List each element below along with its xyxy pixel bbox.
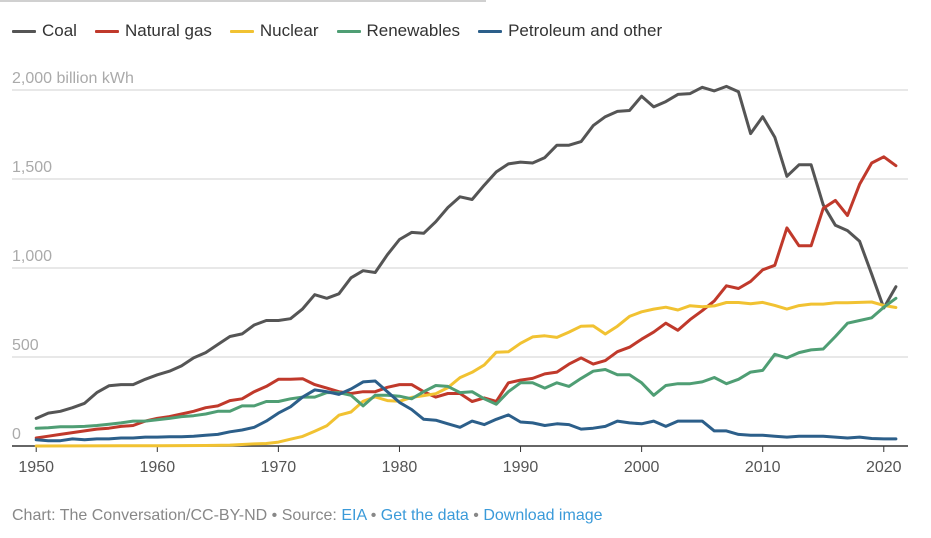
x-tick-label: 1950: [18, 459, 54, 476]
x-tick-label: 2000: [624, 459, 660, 476]
legend-label-nuclear: Nuclear: [259, 21, 319, 40]
y-tick-label: 2,000 billion kWh: [12, 70, 134, 87]
x-tick-label: 1960: [140, 459, 176, 476]
get-data-link[interactable]: Get the data: [380, 507, 469, 524]
legend-item-petroleum: Petroleum and other: [478, 21, 662, 41]
legend-swatch-petroleum: [478, 29, 503, 33]
series-layer: [34, 84, 898, 448]
y-tick-label: 0: [12, 426, 21, 443]
series-line-natural-gas: [34, 155, 898, 440]
x-tick-label: 1970: [261, 459, 297, 476]
legend-item-coal: Coal: [12, 21, 77, 41]
download-image-link[interactable]: Download image: [483, 507, 603, 524]
y-tick-label: 500: [12, 337, 39, 354]
y-tick-label: 1,500: [12, 159, 52, 176]
legend-label-coal: Coal: [42, 21, 77, 40]
legend: Coal Natural gas Nuclear Renewables Petr…: [12, 20, 680, 42]
chart-footer: Chart: The Conversation/CC-BY-ND • Sourc…: [12, 507, 603, 525]
credit-text: Chart: The Conversation/CC-BY-ND: [12, 507, 268, 524]
legend-swatch-natural-gas: [94, 29, 119, 33]
line-chart: 0 500 1,000 1,500 2,000 billion kWh 1950 1960…: [12, 70, 908, 476]
separator: •: [370, 507, 377, 524]
separator: •: [473, 507, 479, 524]
legend-swatch-renewables: [336, 29, 361, 33]
legend-swatch-nuclear: [229, 29, 254, 33]
legend-label-natural-gas: Natural gas: [124, 21, 212, 40]
legend-label-renewables: Renewables: [366, 21, 461, 40]
series-line-nuclear: [34, 300, 898, 448]
x-tick-label: 2020: [866, 459, 902, 476]
x-tick-label: 1990: [503, 459, 539, 476]
legend-label-petroleum: Petroleum and other: [508, 21, 663, 40]
separator: •: [271, 507, 278, 524]
series-line-petroleum-and-other: [34, 379, 898, 443]
series-line-renewables: [34, 296, 898, 430]
source-link[interactable]: EIA: [341, 507, 367, 524]
x-tick-label: 2010: [745, 459, 781, 476]
grid-layer: [12, 89, 908, 452]
top-divider: [0, 0, 486, 2]
y-tick-label: 1,000: [12, 248, 52, 265]
legend-swatch-coal: [12, 29, 36, 33]
series-line-coal: [34, 84, 898, 420]
y-tick-labels: 0 500 1,000 1,500 2,000 billion kWh: [12, 70, 134, 443]
legend-item-renewables: Renewables: [336, 21, 461, 41]
legend-item-natural-gas: Natural gas: [94, 21, 212, 41]
legend-item-nuclear: Nuclear: [229, 21, 319, 41]
x-tick-labels: 1950 1960 1970 1980 1990 2000 2010 2020: [18, 459, 901, 476]
x-tick-label: 1980: [382, 459, 418, 476]
source-prefix: Source:: [281, 507, 337, 524]
